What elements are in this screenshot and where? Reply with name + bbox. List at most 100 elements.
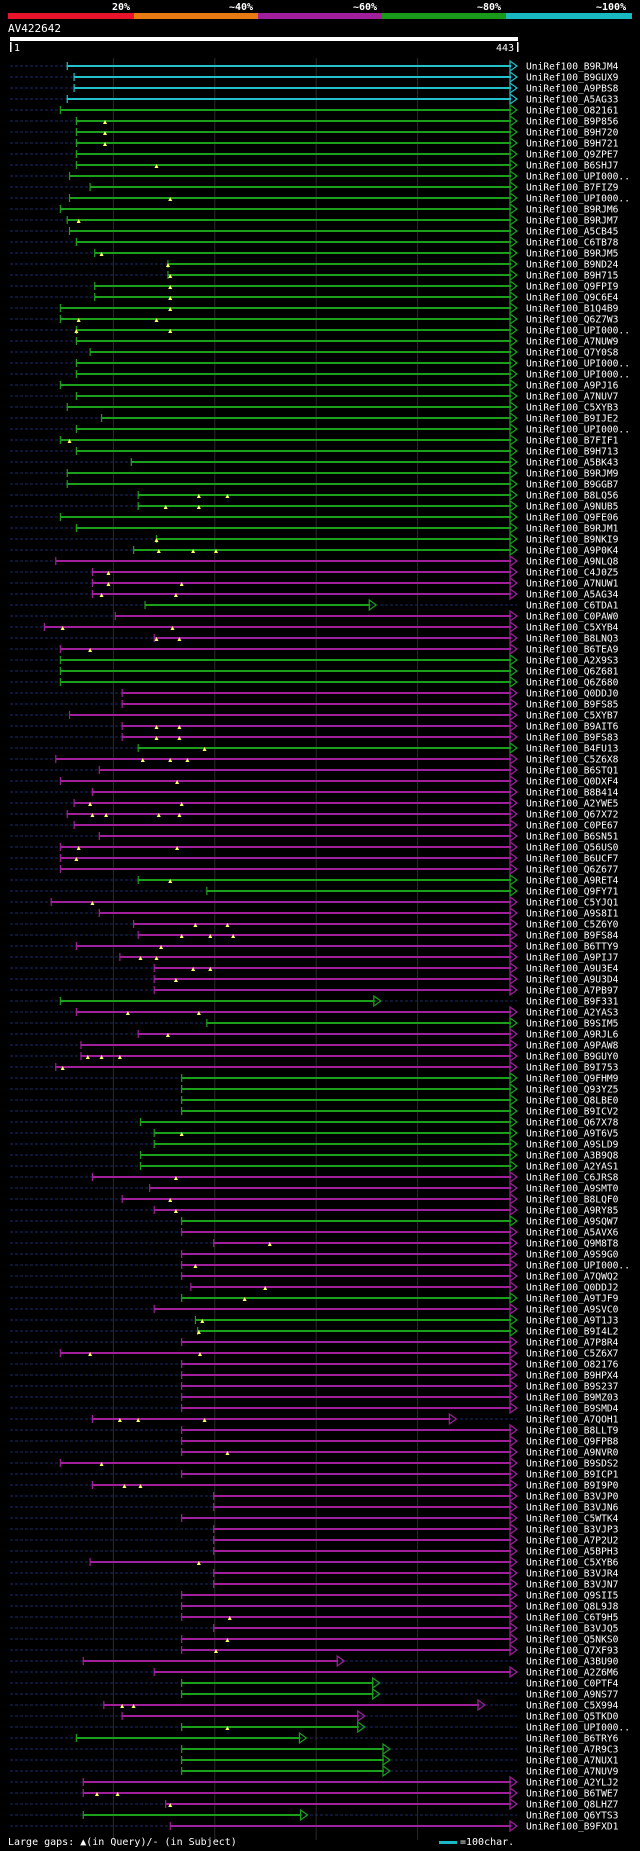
hit-row[interactable]: UniRef100_C5Z6Y0: [10, 917, 619, 931]
hit-row[interactable]: UniRef100_B3VJN6: [10, 1500, 619, 1514]
hit-row[interactable]: UniRef100_A2YLJ2: [10, 1775, 618, 1789]
hit-row[interactable]: UniRef100_A5AG34: [10, 587, 619, 601]
hit-row[interactable]: UniRef100_A9NLQ8: [10, 554, 619, 568]
hit-row[interactable]: UniRef100_A9PAW8: [10, 1038, 619, 1052]
hit-row[interactable]: UniRef100_A9PIJ7: [10, 950, 619, 964]
hit-label[interactable]: UniRef100_B4FU13: [526, 744, 619, 755]
hit-label[interactable]: UniRef100_Q93YZ5: [526, 1085, 618, 1096]
hit-label[interactable]: UniRef100_A9SMT0: [526, 1184, 619, 1195]
hit-label[interactable]: UniRef100_B9ND24: [526, 260, 619, 271]
hit-row[interactable]: UniRef100_A7NUV7: [10, 389, 619, 403]
hit-row[interactable]: UniRef100_C0PE67: [10, 818, 619, 832]
hit-row[interactable]: UniRef100_O82176: [10, 1357, 619, 1371]
hit-label[interactable]: UniRef100_A9SQW7: [526, 1217, 619, 1228]
hit-row[interactable]: UniRef100_B6SN51: [10, 829, 619, 843]
hit-row[interactable]: UniRef100_UPI000..: [10, 422, 630, 436]
hit-label[interactable]: UniRef100_B9GGB7: [526, 480, 619, 491]
hit-row[interactable]: UniRef100_A9S8I1: [10, 906, 619, 920]
hit-label[interactable]: UniRef100_B8LQF0: [526, 1195, 619, 1206]
hit-row[interactable]: UniRef100_Q0DXF4: [10, 774, 619, 788]
hit-row[interactable]: UniRef100_A5AVX6: [10, 1225, 619, 1239]
hit-row[interactable]: UniRef100_Q5NKS0: [10, 1632, 619, 1646]
hit-row[interactable]: UniRef100_UPI000..: [10, 191, 630, 205]
hit-row[interactable]: UniRef100_C4J0Z5: [10, 565, 618, 579]
hit-label[interactable]: UniRef100_C6JRS8: [526, 1173, 619, 1184]
hit-label[interactable]: UniRef100_A9S8I1: [526, 909, 619, 920]
hit-label[interactable]: UniRef100_B9NKI9: [526, 535, 619, 546]
hit-row[interactable]: UniRef100_C5XYB6: [10, 1555, 619, 1569]
hit-label[interactable]: UniRef100_Q67X72: [526, 810, 618, 821]
hit-label[interactable]: UniRef100_B9H713: [526, 447, 619, 458]
hit-row[interactable]: UniRef100_A7QWQ2: [10, 1269, 618, 1283]
hit-label[interactable]: UniRef100_C5YJQ1: [526, 898, 619, 909]
hit-label[interactable]: UniRef100_A9PAW8: [526, 1041, 619, 1052]
hit-row[interactable]: UniRef100_A9T6V5: [10, 1126, 618, 1140]
hit-row[interactable]: UniRef100_B9H721: [10, 136, 619, 150]
hit-row[interactable]: UniRef100_A9NVR0: [10, 1445, 619, 1459]
hit-row[interactable]: UniRef100_A7QOH1: [10, 1412, 619, 1426]
hit-label[interactable]: UniRef100_A7NUV7: [526, 392, 619, 403]
hit-label[interactable]: UniRef100_B3VJP3: [526, 1525, 619, 1536]
hit-row[interactable]: UniRef100_A9RY85: [10, 1203, 618, 1217]
hit-row[interactable]: UniRef100_Q9FY71: [10, 884, 619, 898]
hit-label[interactable]: UniRef100_B9ICP1: [526, 1470, 619, 1481]
hit-row[interactable]: UniRef100_A5AG33: [10, 92, 619, 106]
hit-row[interactable]: UniRef100_A7P8R4: [10, 1335, 619, 1349]
hit-row[interactable]: UniRef100_B3VJR4: [10, 1566, 619, 1580]
hit-label[interactable]: UniRef100_A9RY85: [526, 1206, 618, 1217]
hit-label[interactable]: UniRef100_B9P856: [526, 117, 619, 128]
hit-label[interactable]: UniRef100_B9I9P0: [526, 1481, 619, 1492]
hit-row[interactable]: UniRef100_B9RJM1: [10, 521, 619, 535]
hit-label[interactable]: UniRef100_A5AVX6: [526, 1228, 619, 1239]
hit-label[interactable]: UniRef100_Q9SII5: [526, 1591, 618, 1602]
hit-row[interactable]: UniRef100_Q6Z681: [10, 664, 619, 678]
hit-row[interactable]: UniRef100_A9SLD9: [10, 1137, 619, 1151]
hit-label[interactable]: UniRef100_C5Z6X7: [526, 1349, 619, 1360]
hit-row[interactable]: UniRef100_A9PJ16: [10, 378, 619, 392]
hit-row[interactable]: UniRef100_UPI000..: [10, 323, 630, 337]
hit-label[interactable]: UniRef100_B9IJE2: [526, 414, 618, 425]
hit-label[interactable]: UniRef100_UPI000..: [526, 326, 630, 337]
hit-label[interactable]: UniRef100_B9MZ03: [526, 1393, 619, 1404]
hit-label[interactable]: UniRef100_A9P0K4: [526, 546, 619, 557]
hit-label[interactable]: UniRef100_A7P2U2: [526, 1536, 618, 1547]
hit-row[interactable]: UniRef100_Q6Z680: [10, 675, 619, 689]
hit-row[interactable]: UniRef100_B9GUX9: [10, 70, 619, 84]
hit-label[interactable]: UniRef100_B9RJM5: [526, 249, 618, 260]
hit-row[interactable]: UniRef100_B3VJP0: [10, 1489, 619, 1503]
hit-row[interactable]: UniRef100_B9MZ03: [10, 1390, 619, 1404]
hit-label[interactable]: UniRef100_A9U3E4: [526, 964, 619, 975]
hit-label[interactable]: UniRef100_UPI000..: [526, 1261, 630, 1272]
hit-label[interactable]: UniRef100_UPI000..: [526, 425, 630, 436]
hit-label[interactable]: UniRef100_C5XYB7: [526, 711, 619, 722]
hit-row[interactable]: UniRef100_B9GGB7: [10, 477, 619, 491]
hit-label[interactable]: UniRef100_A7PB97: [526, 986, 619, 997]
hit-row[interactable]: UniRef100_Q5TKD0: [10, 1709, 619, 1723]
hit-row[interactable]: UniRef100_Q7XF93: [10, 1643, 619, 1657]
hit-row[interactable]: UniRef100_B9FS84: [10, 928, 619, 942]
hit-row[interactable]: UniRef100_B6UCF7: [10, 851, 619, 865]
hit-label[interactable]: UniRef100_B9FXD1: [526, 1822, 619, 1833]
hit-row[interactable]: UniRef100_A7PB97: [10, 983, 619, 997]
hit-label[interactable]: UniRef100_Q6YTS3: [526, 1811, 619, 1822]
hit-row[interactable]: UniRef100_B8LQ56: [10, 488, 619, 502]
hit-label[interactable]: UniRef100_A9PBS8: [526, 84, 619, 95]
hit-row[interactable]: UniRef100_B9IJE2: [10, 411, 618, 425]
hit-label[interactable]: UniRef100_C6TDA1: [526, 601, 619, 612]
hit-row[interactable]: UniRef100_B9SMD4: [10, 1401, 619, 1415]
hit-label[interactable]: UniRef100_C6T9H5: [526, 1613, 618, 1624]
hit-label[interactable]: UniRef100_A9PJ16: [526, 381, 619, 392]
hit-row[interactable]: UniRef100_A7P2U2: [10, 1533, 618, 1547]
hit-row[interactable]: UniRef100_UPI000..: [10, 356, 630, 370]
hit-label[interactable]: UniRef100_A9S9G0: [526, 1250, 619, 1261]
hit-row[interactable]: UniRef100_A9T1J3: [10, 1313, 619, 1327]
hit-row[interactable]: UniRef100_Q67X78: [10, 1115, 619, 1129]
hit-row[interactable]: UniRef100_Q9FE06: [10, 510, 619, 524]
hit-label[interactable]: UniRef100_B9FS84: [526, 931, 619, 942]
hit-label[interactable]: UniRef100_A9T1J3: [526, 1316, 619, 1327]
hit-row[interactable]: UniRef100_B9I753: [10, 1060, 619, 1074]
hit-row[interactable]: UniRef100_A9U3D4: [10, 972, 619, 986]
hit-row[interactable]: UniRef100_B6TEA9: [10, 642, 619, 656]
hit-label[interactable]: UniRef100_A9PIJ7: [526, 953, 619, 964]
hit-row[interactable]: UniRef100_B9H720: [10, 125, 619, 139]
